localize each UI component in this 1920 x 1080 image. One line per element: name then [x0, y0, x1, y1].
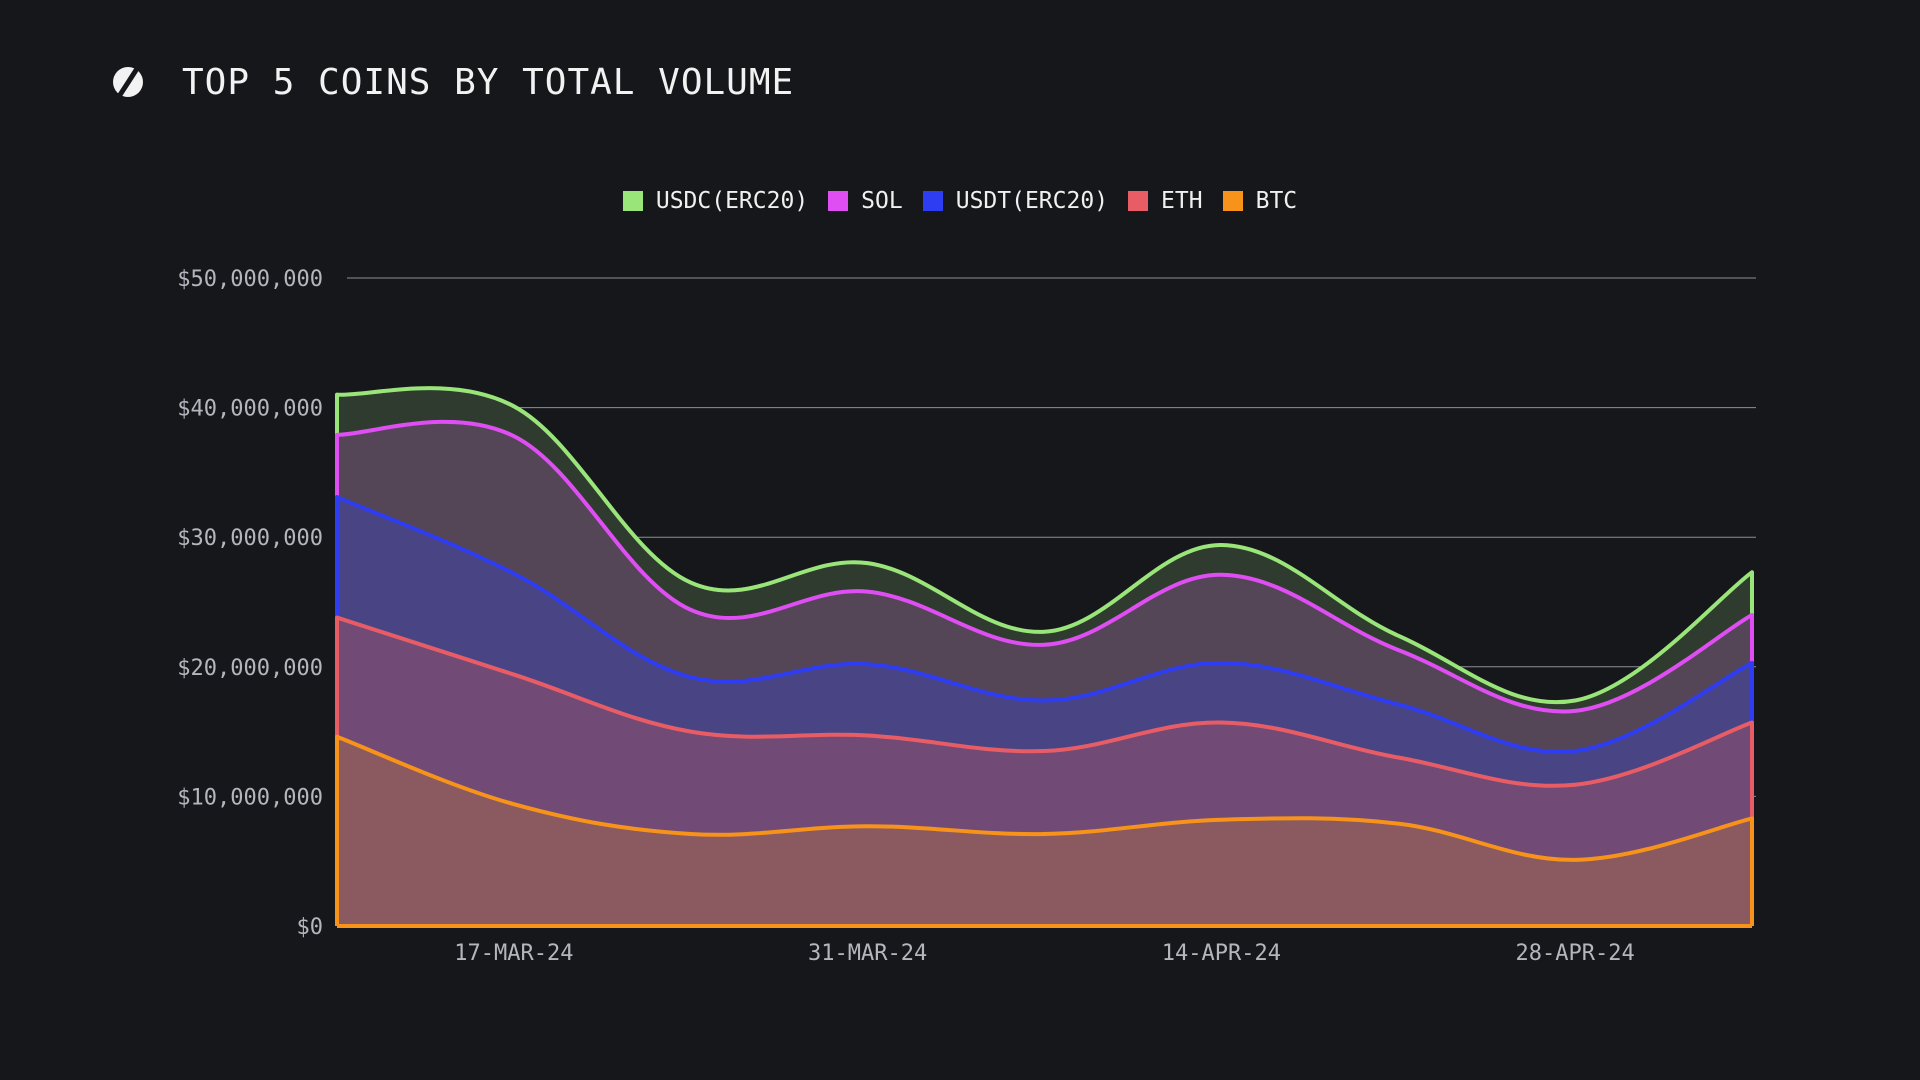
legend-label: SOL	[861, 188, 903, 214]
chart-title: TOP 5 COINS BY TOTAL VOLUME	[182, 61, 795, 103]
legend-item-eth[interactable]: ETH	[1128, 188, 1203, 214]
legend-item-btc[interactable]: BTC	[1222, 188, 1298, 214]
y-tick-label: $10,000,000	[177, 785, 323, 810]
legend-swatch	[1128, 191, 1149, 211]
legend-label: BTC	[1255, 188, 1298, 214]
y-tick-label: $40,000,000	[177, 397, 323, 422]
x-tick-label: 28-APR-24	[1516, 941, 1635, 966]
x-tick-label: 31-MAR-24	[808, 941, 927, 966]
legend-label: ETH	[1161, 188, 1203, 214]
legend-item-sol[interactable]: SOL	[828, 188, 903, 214]
y-tick-label: $20,000,000	[177, 656, 323, 681]
line-btc	[335, 734, 1754, 926]
legend-item-usdc-erc20[interactable]: USDC(ERC20)	[622, 188, 809, 214]
y-tick-label: $0	[297, 915, 324, 940]
stake-logo-icon	[113, 62, 143, 100]
legend-swatch	[828, 191, 849, 211]
legend-swatch	[922, 191, 943, 211]
line-usdt-erc20	[335, 495, 1754, 754]
area-btc	[337, 736, 1752, 926]
x-tick-label: 14-APR-24	[1162, 941, 1281, 966]
y-tick-label: $30,000,000	[177, 526, 323, 551]
chart-header: TOP 5 COINS BY TOTAL VOLUME	[110, 52, 794, 112]
legend-item-usdt-erc20[interactable]: USDT(ERC20)	[922, 188, 1109, 214]
line-usdc-erc20	[335, 386, 1754, 705]
line-eth	[335, 615, 1754, 819]
line-sol	[335, 419, 1754, 714]
legend-swatch	[1222, 191, 1243, 211]
x-tick-label: 17-MAR-24	[454, 941, 573, 966]
y-tick-label: $50,000,000	[177, 267, 323, 292]
chart-legend: USDC(ERC20) SOL USDT(ERC20) ETH BTC	[0, 188, 1920, 214]
legend-label: USDC(ERC20)	[655, 188, 809, 214]
legend-label: USDT(ERC20)	[955, 188, 1109, 214]
legend-swatch	[622, 191, 643, 211]
